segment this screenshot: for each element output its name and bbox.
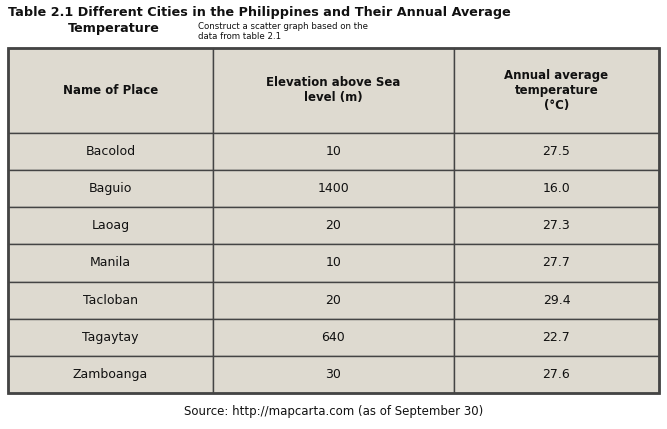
Text: Construct a scatter graph based on the
data from table 2.1: Construct a scatter graph based on the d… [198, 22, 368, 42]
Text: 10: 10 [325, 145, 342, 158]
Text: Temperature: Temperature [68, 22, 160, 35]
Bar [213, 356, 454, 393]
Text: Source: http://mapcarta.com (as of September 30): Source: http://mapcarta.com (as of Septe… [184, 405, 483, 418]
Bar [8, 48, 213, 133]
Text: 29.4: 29.4 [543, 293, 570, 307]
Text: Laoag: Laoag [91, 219, 129, 233]
Text: 10: 10 [325, 257, 342, 269]
Text: 30: 30 [325, 368, 342, 381]
Text: Manila: Manila [90, 257, 131, 269]
Bar [454, 319, 659, 356]
Bar [213, 133, 454, 170]
Text: Bacolod: Bacolod [85, 145, 135, 158]
Bar [213, 170, 454, 207]
Bar [8, 356, 213, 393]
Text: Tacloban: Tacloban [83, 293, 138, 307]
Text: Name of Place: Name of Place [63, 84, 158, 97]
Bar [454, 245, 659, 281]
Text: Tagaytay: Tagaytay [82, 331, 139, 344]
Bar [213, 245, 454, 281]
Text: 27.3: 27.3 [542, 219, 570, 233]
Bar [454, 281, 659, 319]
Text: 27.7: 27.7 [542, 257, 570, 269]
Text: 20: 20 [325, 293, 342, 307]
Text: 16.0: 16.0 [542, 182, 570, 195]
Bar [213, 207, 454, 245]
Text: 27.6: 27.6 [542, 368, 570, 381]
Bar [454, 48, 659, 133]
Text: 640: 640 [321, 331, 346, 344]
Bar [454, 207, 659, 245]
Text: Annual average
temperature
(°C): Annual average temperature (°C) [504, 69, 608, 112]
Text: Table 2.1 Different Cities in the Philippines and Their Annual Average: Table 2.1 Different Cities in the Philip… [8, 6, 511, 19]
Text: 20: 20 [325, 219, 342, 233]
Bar [8, 245, 213, 281]
Bar [8, 207, 213, 245]
Bar [213, 48, 454, 133]
Bar [8, 170, 213, 207]
Text: Elevation above Sea
level (m): Elevation above Sea level (m) [266, 76, 401, 105]
Bar [8, 319, 213, 356]
Bar [454, 133, 659, 170]
Bar [8, 281, 213, 319]
Text: Zamboanga: Zamboanga [73, 368, 148, 381]
Text: 22.7: 22.7 [542, 331, 570, 344]
Text: Baguio: Baguio [89, 182, 132, 195]
Bar [8, 133, 213, 170]
Bar [454, 170, 659, 207]
Bar [213, 319, 454, 356]
Text: 1400: 1400 [317, 182, 350, 195]
Text: 27.5: 27.5 [542, 145, 570, 158]
Bar [454, 356, 659, 393]
Bar [213, 281, 454, 319]
Bar [8, 48, 659, 393]
